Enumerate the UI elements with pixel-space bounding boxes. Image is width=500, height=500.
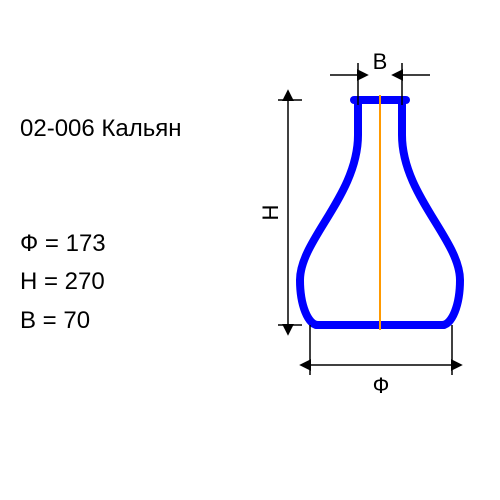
technical-diagram: B H Ф — [260, 45, 480, 415]
svg-text:H: H — [260, 205, 283, 221]
product-title: 02-006 Кальян — [20, 115, 181, 143]
parameters-block: Ф = 173 H = 270 B = 70 — [20, 225, 106, 340]
svg-text:Ф: Ф — [373, 373, 390, 398]
svg-text:B: B — [373, 49, 388, 74]
param-phi: Ф = 173 — [20, 225, 106, 263]
param-h: H = 270 — [20, 263, 106, 301]
param-b: B = 70 — [20, 302, 106, 340]
